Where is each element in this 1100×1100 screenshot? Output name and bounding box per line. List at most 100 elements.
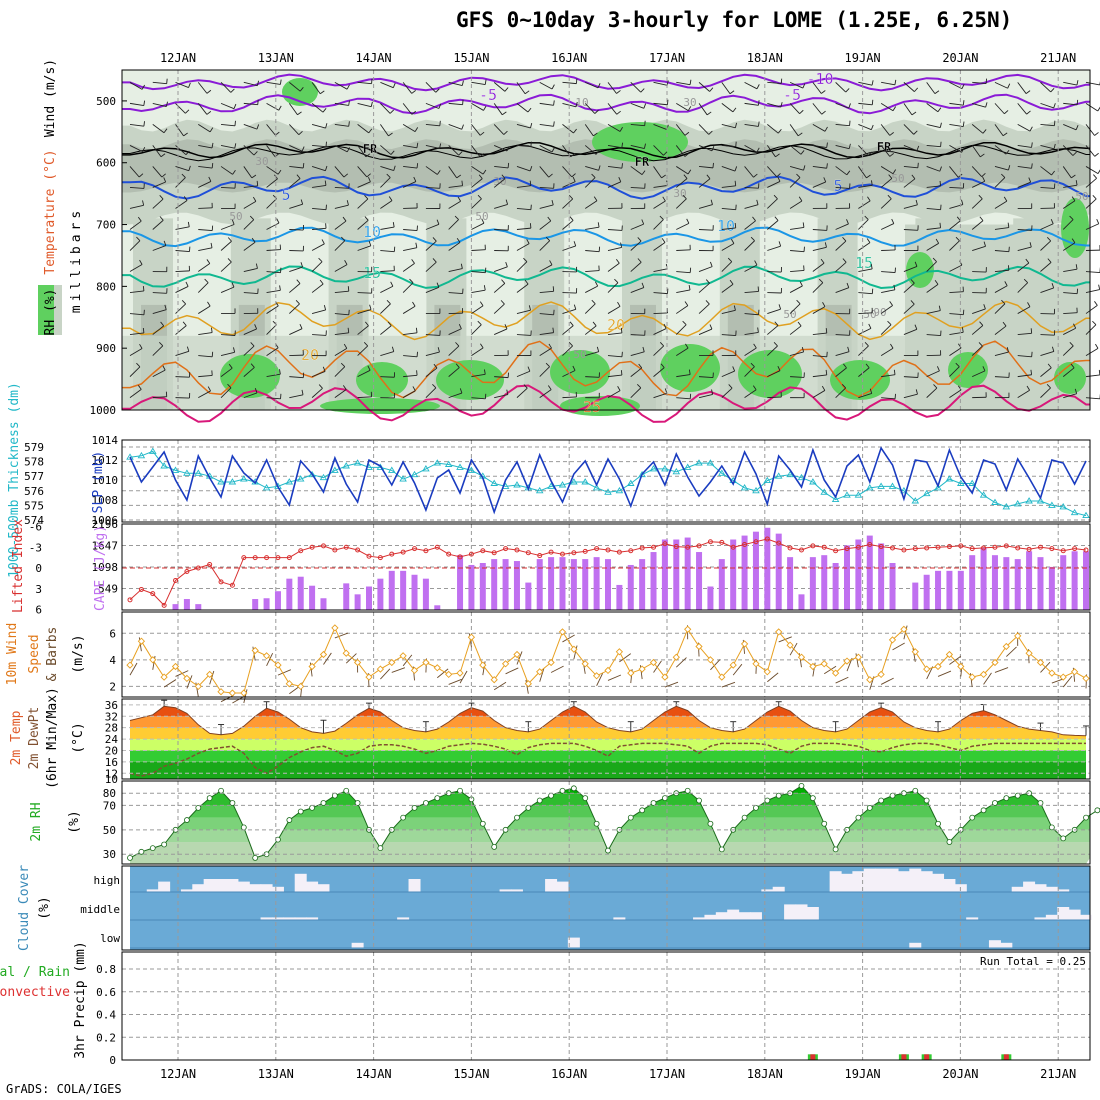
wind-barb-flag <box>343 343 348 349</box>
wind-barb-flag <box>774 321 779 326</box>
wind-barb-flag <box>1095 343 1099 349</box>
wind-barb <box>175 303 186 314</box>
wind-barb-flag <box>773 194 778 200</box>
wind-barb <box>334 204 349 209</box>
wind-barb <box>971 166 983 177</box>
y-tick-label: 500 <box>96 95 116 108</box>
wind-barb-flag <box>324 165 328 171</box>
wind-barb <box>698 103 708 116</box>
wind-barb <box>903 266 918 272</box>
li-point <box>901 547 907 553</box>
panel-frame <box>121 865 1091 951</box>
wind-speed-point <box>638 665 646 673</box>
li-point <box>651 544 657 550</box>
wind-barb <box>675 324 687 335</box>
wind-barb <box>892 642 905 651</box>
wind-barb-flag <box>982 366 986 372</box>
wind-barb-flag <box>686 218 690 224</box>
wind-barb-flag <box>846 219 849 225</box>
cloud-bar-high <box>510 889 523 892</box>
wind-barb <box>881 397 896 400</box>
wind-barb-flag <box>913 130 918 135</box>
wind-barb <box>289 376 304 379</box>
wind-barb-flag <box>477 320 482 326</box>
isotherm-label: FR <box>877 140 892 154</box>
isotherm-label: 20 <box>607 316 625 334</box>
y-axis-unit: (°C) <box>71 722 86 753</box>
wind-barb <box>198 124 211 133</box>
rh-point <box>514 814 520 821</box>
wind-barb <box>380 325 392 335</box>
wind-speed-point <box>126 661 134 669</box>
wind-barb-flag <box>319 90 325 95</box>
wind-barb <box>471 222 485 230</box>
wind-barb <box>1017 374 1032 378</box>
cloud-bar-high <box>909 868 922 892</box>
cloud-bar-high <box>841 873 853 892</box>
wind-barb <box>744 291 759 293</box>
cape-bar <box>866 535 873 610</box>
li-point <box>1037 544 1043 550</box>
li-point <box>150 591 156 597</box>
cloud-bar-middle <box>784 904 797 920</box>
wind-barb <box>653 145 664 156</box>
wind-barb <box>1085 223 1099 230</box>
wind-barb <box>402 124 416 133</box>
cape-bar <box>172 604 179 610</box>
wind-barb-flag <box>871 180 873 186</box>
wind-barb <box>846 657 853 672</box>
cloud-bar-middle <box>1057 907 1070 920</box>
wind-barb-flag <box>256 80 260 86</box>
wind-barb-flag <box>299 323 303 329</box>
thickness-point <box>228 478 237 485</box>
wind-barb <box>402 181 417 188</box>
wind-barb <box>676 289 691 293</box>
wind-barb <box>880 347 894 356</box>
temp-band <box>130 716 1086 728</box>
cape-bar <box>741 535 748 610</box>
thickness-point <box>820 488 828 495</box>
wind-barb <box>881 289 895 293</box>
wind-barb <box>380 81 394 89</box>
wind-barb <box>220 387 232 398</box>
wind-barb-flag <box>548 343 552 349</box>
wind-barb-flag <box>254 324 258 330</box>
y-axis-label: (6hr Min/Max) <box>45 687 60 789</box>
wind-speed-point <box>627 669 635 677</box>
wind-barb <box>539 668 545 682</box>
wind-barb <box>175 200 188 209</box>
wind-barb-flag <box>756 84 760 90</box>
wind-barb <box>448 166 458 179</box>
isotherm-label: FR <box>363 142 378 156</box>
rh-point <box>889 792 896 799</box>
wind-barb-flag <box>961 147 965 153</box>
wind-barb-flag <box>231 282 235 288</box>
cloud-bar-middle <box>806 907 819 920</box>
wind-barb <box>289 124 300 136</box>
wind-barb <box>607 103 618 115</box>
cloud-bar-high <box>249 884 262 892</box>
wind-barb-flag <box>1001 173 1006 178</box>
y-tick-label-left: 577 <box>24 470 44 483</box>
cape-bar <box>468 564 475 610</box>
thickness-point <box>866 484 874 491</box>
rh-point <box>992 800 998 806</box>
wind-barb-flag <box>733 305 736 311</box>
convective-bar <box>901 1054 907 1060</box>
wind-speed-point <box>991 658 999 667</box>
x-tick-label: 17JAN <box>649 51 685 65</box>
wind-barb-flag <box>915 389 918 395</box>
wind-barb <box>471 271 486 274</box>
y-tick-label-left: 0 <box>35 562 42 575</box>
wind-barb-flag <box>778 241 782 247</box>
wind-barb-flag <box>866 174 871 179</box>
wind-barb <box>744 366 755 377</box>
wind-barb <box>186 675 193 689</box>
wind-barb-flag <box>887 194 892 200</box>
wind-barb <box>812 282 824 293</box>
cape-bar <box>1026 551 1033 610</box>
wind-barb <box>835 676 849 684</box>
wind-barb <box>129 204 144 209</box>
wind-barb <box>721 370 735 378</box>
wind-barb <box>1017 144 1032 148</box>
